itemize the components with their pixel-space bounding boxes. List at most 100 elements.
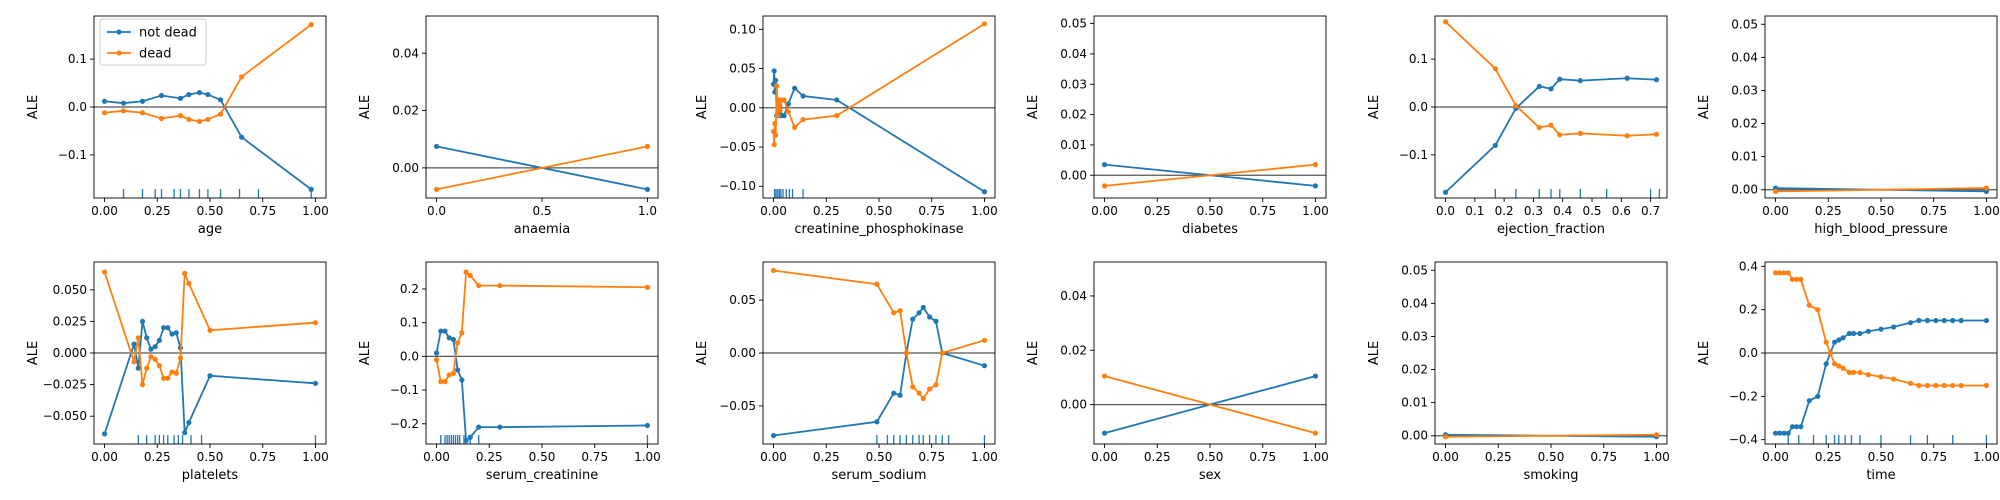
y-tick-label: 0.00 [729, 101, 756, 115]
x-tick-label: 0.25 [1144, 204, 1171, 218]
x-axis-label: platelets [182, 468, 239, 483]
x-tick-label: 0.25 [1485, 450, 1512, 464]
x-axis-label: smoking [1523, 468, 1578, 483]
data-point [1840, 335, 1846, 341]
y-tick-label: 0.04 [1060, 47, 1087, 61]
data-point [1101, 373, 1108, 379]
data-point [781, 113, 787, 119]
subplot-creatinine-phosphokinase: 0.00 0.25 0.50 0.75 1.00 −0.10 −0.05 0.00 0.05 0.… [695, 15, 998, 237]
x-axis-label: time [1866, 468, 1895, 483]
x-tick-label: 1.00 [1973, 450, 2000, 464]
x-axis-label: anaemia [514, 222, 570, 237]
data-point [1916, 317, 1922, 324]
data-point [467, 434, 473, 440]
data-point [1777, 270, 1783, 276]
axes-frame [1764, 15, 1998, 199]
x-tick-label: 0.75 [918, 204, 945, 218]
data-point [459, 330, 465, 336]
axes-frame [425, 261, 659, 445]
y-tick-label: −0.050 [43, 409, 87, 423]
y-axis-label: ALE [26, 341, 41, 365]
data-point [1806, 302, 1812, 308]
data-point [1850, 369, 1857, 376]
x-axis-label: age [198, 222, 222, 237]
y-tick-label: 0.00 [1401, 429, 1428, 443]
data-point [1815, 307, 1821, 313]
series-dead [433, 269, 651, 385]
data-point [1907, 320, 1914, 326]
data-point [1950, 382, 1956, 389]
data-point [1958, 382, 1964, 389]
series-not-dead [101, 90, 314, 192]
subplot-serum-creatinine: 0.00 0.25 0.50 0.75 1.00 −0.2 −0.1 0.0 0.1 0.2 ser… [358, 261, 661, 483]
data-point [1789, 424, 1796, 430]
y-tick-label: −0.1 [390, 383, 419, 397]
data-point [834, 97, 840, 103]
subplot-ejection-fraction: 0.0 0.1 0.2 0.3 0.4 0.5 0.6 0.7 −0.1 0.0 0.1 ejecti… [1367, 15, 1668, 237]
y-tick-label: −0.05 [719, 399, 756, 413]
series-line [1104, 163, 1316, 187]
data-point [463, 269, 469, 275]
y-axis-label: ALE [26, 95, 41, 119]
data-point [497, 282, 503, 289]
x-tick-label: 0.75 [1590, 450, 1617, 464]
y-tick-label: −0.025 [43, 378, 87, 392]
legend-marker [116, 50, 122, 56]
x-tick-label: 1.00 [302, 204, 329, 218]
x-tick-label: 0.0 [1436, 204, 1455, 218]
data-point [1772, 270, 1779, 276]
data-point [139, 318, 146, 325]
data-point [1865, 328, 1871, 334]
data-point [1983, 382, 1990, 389]
y-tick-label: 0.04 [1401, 296, 1428, 310]
x-tick-label: 0.25 [1144, 450, 1171, 464]
x-tick-label: 0.00 [1091, 450, 1118, 464]
y-tick-label: 0.1 [68, 52, 87, 66]
x-tick-label: 0.25 [476, 450, 503, 464]
x-axis-label: ejection_fraction [1497, 222, 1605, 237]
y-tick-label: 0.01 [1731, 150, 1758, 164]
data-point [186, 280, 192, 287]
data-point [1865, 372, 1871, 378]
data-point [455, 367, 461, 373]
data-point [196, 118, 203, 124]
data-point [772, 120, 778, 127]
data-point [207, 373, 213, 379]
data-point [834, 113, 840, 119]
y-tick-label: 0.03 [1060, 77, 1087, 91]
data-point [644, 422, 651, 429]
y-tick-label: −0.1 [1399, 148, 1428, 162]
data-point [1577, 130, 1583, 136]
legend-label: not dead [139, 26, 197, 41]
data-point [139, 98, 146, 104]
data-point [1312, 162, 1319, 168]
x-tick-label: 0.50 [1868, 450, 1895, 464]
data-point [1836, 363, 1842, 369]
data-point [135, 365, 141, 371]
series-line [435, 270, 648, 383]
data-point [1536, 124, 1542, 131]
x-tick-label: 0.50 [529, 450, 556, 464]
x-tick-label: 0.5 [1582, 204, 1601, 218]
x-tick-label: 0.75 [1920, 450, 1947, 464]
data-point [308, 186, 314, 192]
x-tick-label: 0.00 [1432, 450, 1459, 464]
y-tick-label: 0.05 [1401, 263, 1428, 277]
data-point [1878, 374, 1884, 380]
y-tick-label: 0.00 [392, 161, 419, 175]
data-point [1557, 132, 1563, 138]
data-point [450, 336, 457, 343]
data-point [897, 308, 903, 314]
subplot-diabetes: 0.00 0.25 0.50 0.75 1.00 0.00 0.01 0.02 0.03 0.04… [1026, 15, 1329, 237]
data-point [1823, 361, 1829, 367]
series-not-dead [433, 328, 651, 444]
x-tick-label: 0.2 [1495, 204, 1514, 218]
data-point [165, 325, 171, 331]
data-point [438, 328, 444, 334]
x-tick-label: 1.00 [634, 450, 661, 464]
x-tick-label: 0.75 [581, 450, 608, 464]
legend: not dead dead [99, 18, 207, 66]
data-point [874, 281, 880, 287]
data-point [939, 350, 945, 356]
x-tick-label: 1.00 [1302, 204, 1329, 218]
